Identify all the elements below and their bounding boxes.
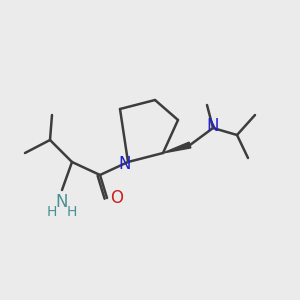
Text: N: N <box>119 155 131 173</box>
Text: N: N <box>207 117 219 135</box>
Text: N: N <box>56 193 68 211</box>
Text: H: H <box>47 205 57 219</box>
Polygon shape <box>163 142 191 153</box>
Text: O: O <box>110 189 124 207</box>
Text: H: H <box>67 205 77 219</box>
